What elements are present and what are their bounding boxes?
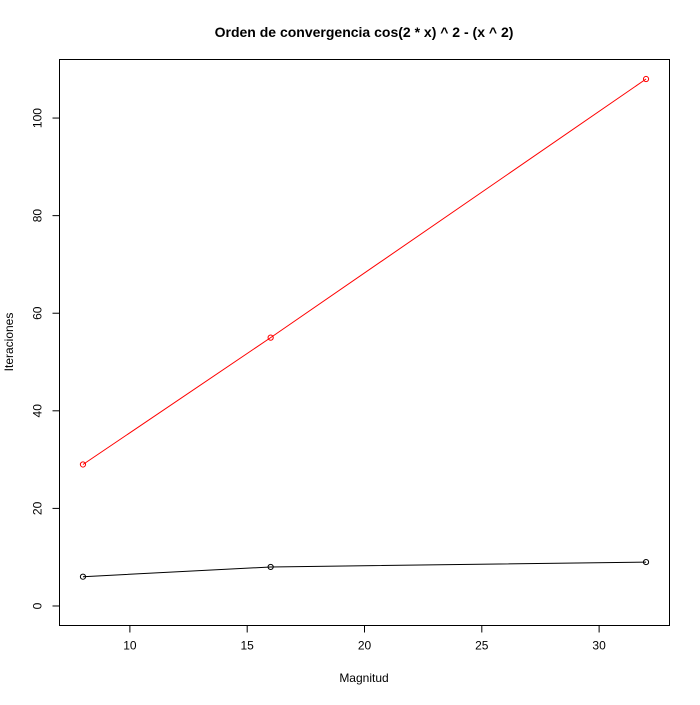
- y-tick-label: 80: [31, 209, 45, 223]
- x-tick-label: 30: [592, 639, 606, 653]
- series-1-point: [79, 461, 87, 468]
- y-axis: 0 20 40 60 80 100: [31, 108, 60, 609]
- y-tick-label: 100: [31, 108, 45, 128]
- x-axis: 10 15 20 25 30: [123, 625, 606, 653]
- y-tick-label: 40: [31, 404, 45, 418]
- series-1-point: [642, 75, 650, 83]
- y-axis-label: Iteraciones: [2, 313, 16, 372]
- series-layer: [79, 75, 650, 580]
- x-tick-label: 25: [475, 639, 489, 653]
- x-tick-label: 10: [123, 639, 137, 653]
- series-line-1: [82, 78, 647, 465]
- series-2-point: [642, 558, 650, 566]
- y-tick-label: 0: [31, 602, 45, 609]
- x-tick-label: 15: [241, 639, 255, 653]
- chart-title: Orden de convergencia cos(2 * x) ^ 2 - (…: [215, 24, 514, 40]
- x-axis-label: Magnitud: [339, 671, 388, 685]
- series-1-point: [267, 334, 274, 341]
- x-tick-label: 20: [358, 639, 372, 653]
- series-2-point: [267, 563, 274, 571]
- series-line-2: [82, 561, 647, 578]
- series-2-point: [79, 573, 87, 580]
- y-tick-label: 20: [31, 501, 45, 515]
- y-tick-label: 60: [31, 306, 45, 320]
